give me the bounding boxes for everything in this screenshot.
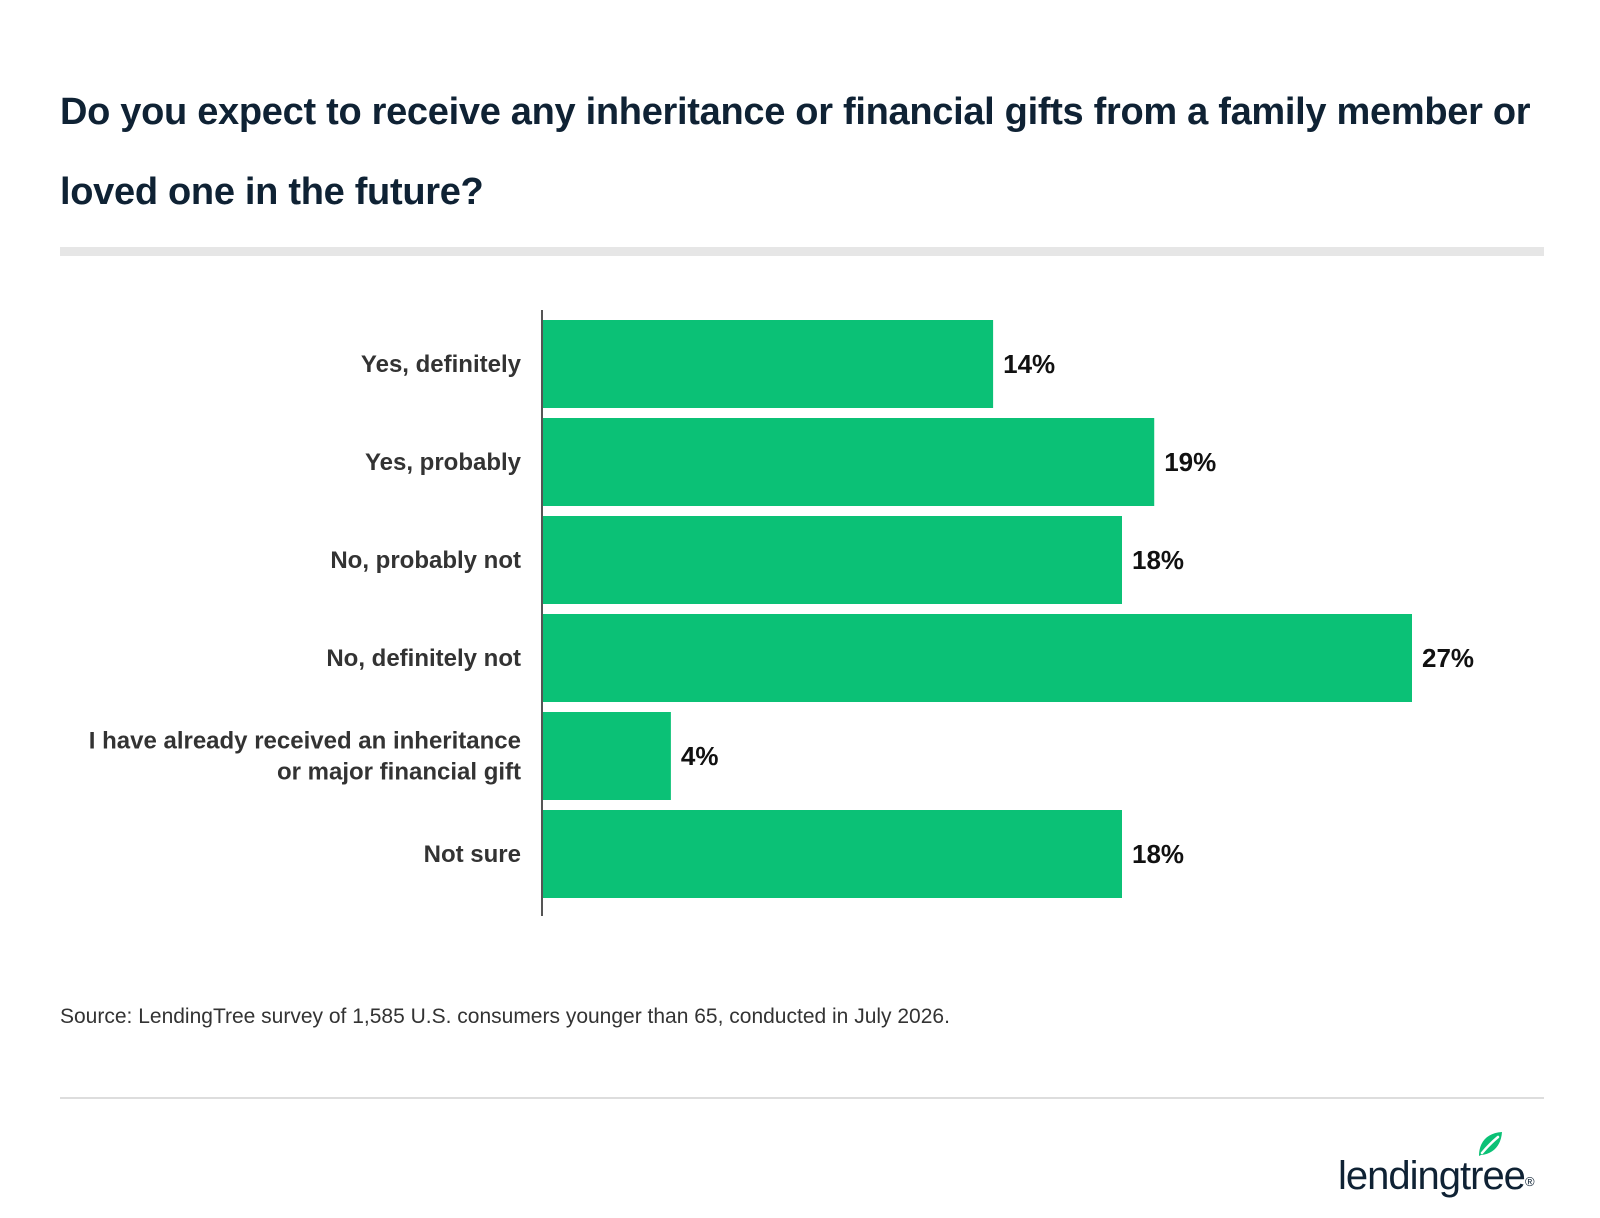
footer-divider [60,1097,1544,1099]
bar [542,516,1122,604]
source-note: Source: LendingTree survey of 1,585 U.S.… [60,1005,950,1028]
logo-wordmark: lendingtree® [1338,1154,1534,1199]
leaf-icon [1479,1132,1502,1156]
bar-value-label: 18% [1132,545,1184,575]
category-label: Yes, probably [365,449,522,476]
category-label: I have already received an inheritance [89,728,521,755]
lendingtree-logo: lendingtree® [1338,1128,1548,1198]
chart-title: Do you expect to receive any inheritance… [60,91,1531,213]
bar-value-label: 27% [1422,643,1474,673]
category-label: Yes, definitely [361,351,522,378]
bar [542,712,671,800]
category-label: No, probably not [330,547,521,574]
bar-value-label: 18% [1132,839,1184,869]
bar [542,418,1155,506]
bar-value-label: 4% [681,741,719,771]
title-divider [60,247,1544,256]
bar-value-label: 19% [1164,447,1216,477]
bar [542,810,1122,898]
bar [542,614,1412,702]
logo-text: lendingtree [1338,1154,1526,1198]
category-label: Not sure [424,841,521,868]
bar-chart: 14% Yes, definitely 19% Yes, probably 18% No,… [89,310,1474,916]
trademark-symbol: ® [1524,1174,1535,1189]
category-label: No, definitely not [326,645,521,672]
bar-value-label: 14% [1003,349,1055,379]
category-label: or major financial gift [277,759,521,786]
bar [542,320,994,408]
